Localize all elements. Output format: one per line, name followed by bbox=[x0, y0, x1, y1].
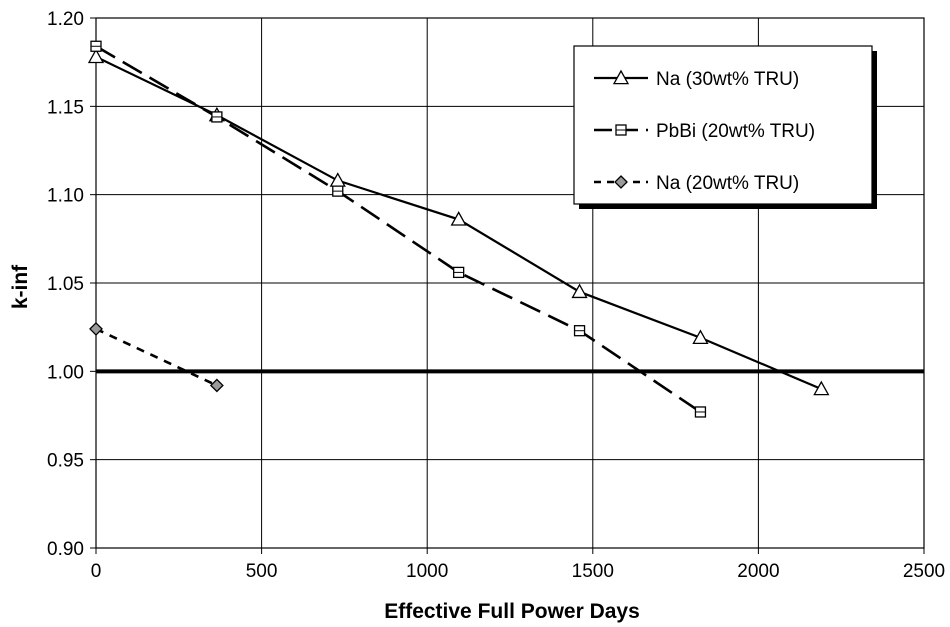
x-axis-title: Effective Full Power Days bbox=[384, 600, 640, 623]
diamond-marker bbox=[614, 175, 628, 189]
series-3 bbox=[89, 322, 224, 393]
x-tick-label: 1000 bbox=[406, 561, 448, 582]
y-tick-label: 0.90 bbox=[47, 539, 84, 560]
x-tick-label: 0 bbox=[91, 561, 102, 582]
series-2 bbox=[90, 40, 707, 418]
axes bbox=[90, 17, 925, 554]
y-axis-title: k-inf bbox=[9, 264, 32, 309]
triangle-marker bbox=[571, 283, 588, 299]
x-tick-label: 2500 bbox=[903, 561, 945, 582]
x-tick-label: 1500 bbox=[572, 561, 614, 582]
legend-label: PbBi (20wt% TRU) bbox=[656, 121, 815, 142]
series-group bbox=[87, 40, 830, 418]
legend-label: Na (30wt% TRU) bbox=[656, 69, 799, 90]
y-tick-label: 1.20 bbox=[47, 9, 84, 30]
y-tick-label: 0.95 bbox=[47, 451, 84, 472]
tick-labels: 0.90 0.95 1.00 1.05 1.10 1.15 1.20 0 500 1000 1500… bbox=[47, 9, 945, 582]
triangle-marker bbox=[450, 211, 467, 226]
y-tick-label: 1.15 bbox=[47, 97, 84, 118]
square-marker bbox=[332, 185, 344, 197]
y-tick-label: 1.00 bbox=[47, 362, 84, 383]
square-marker bbox=[90, 40, 102, 52]
x-tick-label: 2000 bbox=[737, 561, 779, 582]
legend-item: Na (30wt% TRU) bbox=[594, 69, 799, 90]
square-marker bbox=[615, 124, 627, 136]
diamond-marker bbox=[209, 378, 224, 393]
series-line bbox=[95, 45, 702, 414]
y-tick-label: 1.10 bbox=[47, 186, 84, 207]
triangle-marker bbox=[329, 172, 346, 187]
triangle-marker bbox=[612, 69, 630, 85]
series-line bbox=[95, 327, 218, 387]
legend: Na (30wt% TRU) PbBi (20wt% TRU) Na (20wt% … bbox=[573, 45, 877, 209]
square-marker bbox=[694, 406, 707, 418]
triangle-marker bbox=[87, 48, 105, 64]
y-tick-label: 1.05 bbox=[47, 274, 84, 295]
square-marker bbox=[573, 325, 586, 337]
diamond-marker bbox=[89, 322, 103, 336]
triangle-marker bbox=[813, 380, 830, 396]
legend-item: PbBi (20wt% TRU) bbox=[594, 121, 815, 142]
legend-item: Na (20wt% TRU) bbox=[594, 173, 799, 194]
square-marker bbox=[453, 266, 465, 279]
triangle-marker bbox=[692, 329, 709, 345]
plot-area-frame bbox=[95, 17, 925, 549]
legend-label: Na (20wt% TRU) bbox=[656, 173, 799, 194]
x-tick-label: 500 bbox=[246, 561, 278, 582]
square-marker bbox=[211, 111, 223, 123]
